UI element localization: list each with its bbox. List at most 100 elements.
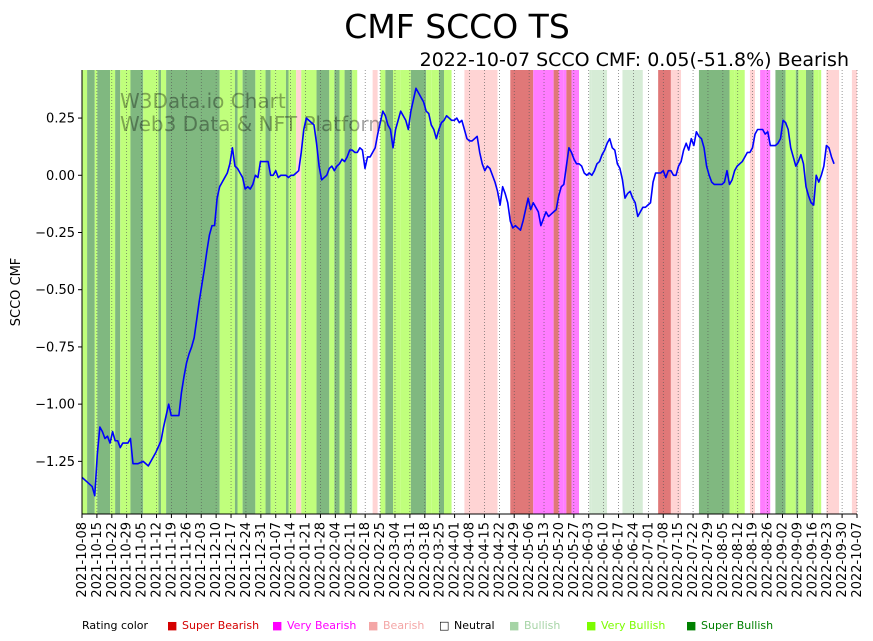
x-tick-label: 2022-05-20 (552, 522, 567, 598)
rating-band (143, 70, 159, 514)
x-tick-label: 2022-03-25 (433, 522, 448, 598)
rating-band (334, 70, 340, 514)
rating-band (166, 70, 220, 514)
chart-title: CMF SCCO TS (344, 7, 570, 46)
legend-item-label: Neutral (454, 619, 495, 632)
rating-band (851, 70, 857, 514)
rating-band (806, 70, 814, 514)
x-tick-label: 2022-09-02 (775, 522, 790, 598)
cmf-line (81, 87, 835, 497)
rating-band (510, 70, 534, 514)
rating-band (372, 70, 378, 514)
rating-band (237, 70, 243, 514)
legend-item-label: Bearish (383, 619, 424, 632)
x-tick-label: 2022-06-10 (597, 522, 612, 598)
rating-band (431, 70, 439, 514)
cmf-series (81, 87, 835, 497)
x-tick-label: 2021-12-03 (194, 522, 209, 598)
legend-swatch: ■ (368, 619, 378, 632)
rating-band (464, 70, 498, 514)
rating-band (97, 70, 111, 514)
rating-band (454, 70, 465, 514)
y-tick-label: −1.00 (35, 398, 75, 413)
rating-band (734, 70, 745, 514)
legend-title: Rating color (82, 619, 149, 632)
x-tick-label: 2022-10-07 (850, 522, 865, 598)
rating-band (285, 70, 289, 514)
x-tick-label: 2021-12-24 (239, 522, 254, 598)
rating-band (339, 70, 345, 514)
rating-band (115, 70, 121, 514)
y-ticks: 0.25 0.00 −0.25 −0.50 −0.75 −1.00 −1.25 (35, 112, 82, 470)
rating-band (82, 70, 88, 514)
rating-band (219, 70, 235, 514)
rating-band (839, 70, 847, 514)
rating-band (288, 70, 292, 514)
rating-band (558, 70, 564, 514)
x-tick-label: 2022-08-12 (731, 522, 746, 598)
x-tick-label: 2022-01-07 (269, 522, 284, 598)
legend-item-label: Super Bearish (182, 619, 259, 632)
x-tick-label: 2022-03-04 (388, 522, 403, 598)
x-tick-label: 2022-05-27 (567, 522, 582, 598)
x-tick-label: 2022-01-21 (299, 522, 314, 598)
rating-band (120, 70, 131, 514)
x-tick-label: 2022-09-30 (835, 522, 850, 598)
legend-swatch: ■ (586, 619, 596, 632)
x-tick-label: 2021-10-22 (105, 522, 120, 598)
y-tick-label: −1.25 (35, 455, 75, 470)
rating-band (444, 70, 452, 514)
x-tick-label: 2022-06-24 (626, 522, 641, 598)
x-tick-label: 2021-12-17 (224, 522, 239, 598)
rating-band (821, 70, 827, 514)
x-tick-label: 2022-07-22 (686, 522, 701, 598)
rating-band (316, 70, 330, 514)
rating-band (438, 70, 445, 514)
rating-band (301, 70, 317, 514)
rating-band (533, 70, 546, 514)
x-tick-label: 2022-01-14 (284, 522, 299, 598)
rating-band (380, 70, 386, 514)
week-gridlines (81, 70, 858, 514)
x-tick-label: 2022-04-15 (477, 522, 492, 598)
rating-band (658, 70, 671, 514)
rating-band (642, 70, 659, 514)
rating-band (296, 70, 302, 514)
y-tick-label: −0.50 (35, 283, 75, 298)
rating-band (451, 70, 455, 514)
x-tick-label: 2021-11-12 (150, 522, 165, 598)
rating-band (344, 70, 353, 514)
legend-item-label: Bullish (524, 619, 560, 632)
x-tick-label: 2022-02-18 (358, 522, 373, 598)
rating-band (591, 70, 608, 514)
rating-band (393, 70, 401, 514)
rating-band (622, 70, 643, 514)
legend-swatch: ■ (509, 619, 519, 632)
watermark-line-1: W3Data.io Chart (120, 89, 286, 113)
x-tick-label: 2022-08-26 (761, 522, 776, 598)
rating-band (275, 70, 286, 514)
rating-band (265, 70, 271, 514)
x-tick-label: 2021-10-29 (120, 522, 135, 598)
rating-band (357, 70, 363, 514)
rating-band (94, 70, 98, 514)
rating-band (270, 70, 276, 514)
rating-band (362, 70, 373, 514)
x-tick-label: 2022-01-28 (313, 522, 328, 598)
y-tick-label: 0.00 (46, 169, 75, 184)
rating-band (729, 70, 735, 514)
rating-band (377, 70, 381, 514)
rating-band (161, 70, 167, 514)
y-tick-label: −0.25 (35, 226, 75, 241)
x-tick-label: 2022-03-18 (418, 522, 433, 598)
rating-band (255, 70, 266, 514)
x-tick-label: 2022-07-08 (656, 522, 671, 598)
rating-band (563, 70, 567, 514)
x-tick-label: 2022-09-23 (820, 522, 835, 598)
x-tick-label: 2022-02-25 (373, 522, 388, 598)
rating-legend: Rating color ■ Super Bearish ■ Very Bearish… (82, 619, 773, 632)
x-tick-label: 2022-08-19 (746, 522, 761, 598)
y-tick-label: 0.25 (46, 112, 75, 127)
rating-band (158, 70, 162, 514)
x-tick-label: 2022-06-03 (582, 522, 597, 598)
